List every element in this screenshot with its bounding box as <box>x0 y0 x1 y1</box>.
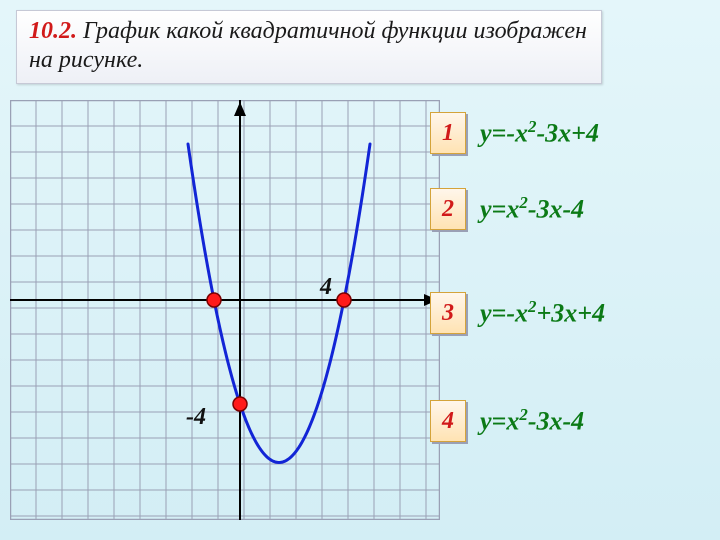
title-number: 10.2. <box>29 18 77 44</box>
answer-expression: y=-x2+3x+4 <box>480 297 605 329</box>
answer-badge: 1 <box>430 112 466 154</box>
title-bar: 10.2. График какой квадратичной функции … <box>16 10 602 84</box>
answer-badge: 4 <box>430 400 466 442</box>
answer-expression: y=-x2-3x+4 <box>480 117 599 149</box>
answer-option-3[interactable]: 3 y=-x2+3x+4 <box>430 292 605 334</box>
answer-option-2[interactable]: 2 y=x2-3x-4 <box>430 188 584 230</box>
axis-label-neg4: -4 <box>186 404 206 431</box>
answer-badge: 3 <box>430 292 466 334</box>
answer-badge: 2 <box>430 188 466 230</box>
grid-svg <box>10 100 440 520</box>
slide-stage: 10.2. График какой квадратичной функции … <box>0 0 720 540</box>
title-text: График какой квадратичной функции изобра… <box>29 18 587 73</box>
answer-expression: y=x2-3x-4 <box>480 193 584 225</box>
answer-option-4[interactable]: 4 y=x2-3x-4 <box>430 400 584 442</box>
answer-expression: y=x2-3x-4 <box>480 405 584 437</box>
axis-label-4: 4 <box>320 274 332 301</box>
chart-area: 4 -4 <box>10 100 440 520</box>
answer-option-1[interactable]: 1 y=-x2-3x+4 <box>430 112 599 154</box>
